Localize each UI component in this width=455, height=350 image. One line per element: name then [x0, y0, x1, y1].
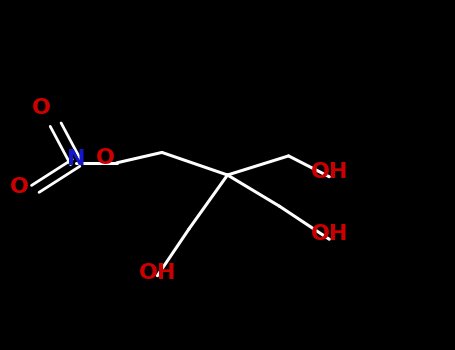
Text: OH: OH [311, 224, 349, 244]
Text: OH: OH [139, 262, 177, 283]
Text: O: O [96, 148, 115, 168]
Text: O: O [32, 98, 51, 118]
Text: OH: OH [311, 162, 349, 182]
Text: N: N [67, 149, 85, 169]
Text: O: O [10, 177, 29, 197]
